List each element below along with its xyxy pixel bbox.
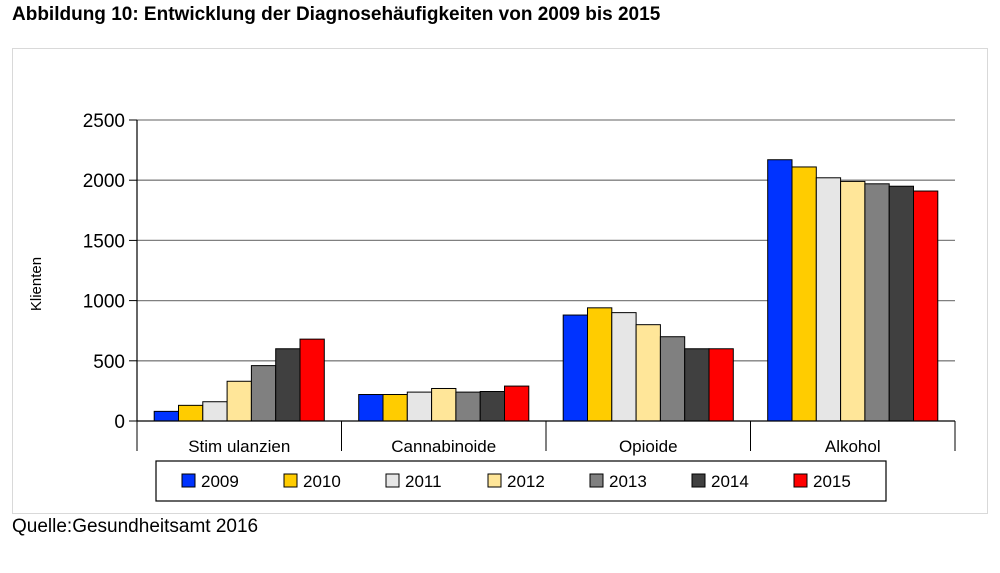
bar-2012-4 — [840, 180, 866, 422]
bar-2009-3 — [562, 314, 589, 422]
category-label: Stim ulanzien — [188, 437, 290, 456]
bar-2012-3 — [635, 324, 661, 422]
bar-2010-1 — [178, 404, 204, 422]
bar-2011-2 — [406, 391, 433, 422]
category-label: Cannabinoide — [391, 437, 496, 456]
bar-2011-3 — [611, 312, 637, 422]
bar-2013-3 — [659, 336, 686, 422]
bar-2014-3 — [684, 348, 710, 422]
bar-2011-4 — [815, 177, 842, 422]
legend-label: 2013 — [609, 472, 647, 491]
bar-2014-2 — [479, 391, 506, 422]
bar-2014-4 — [888, 185, 915, 422]
category-label: Opioide — [619, 437, 678, 456]
chart-frame — [12, 48, 988, 514]
bar-2010-4 — [791, 166, 817, 422]
y-tick-labels: 0 500 1000 1500 2000 2500 — [83, 111, 125, 433]
bar-2012-1 — [226, 380, 252, 422]
bar-2009-1 — [153, 410, 179, 422]
y-axis-label: Klienten — [28, 257, 45, 311]
legend-swatch — [793, 473, 808, 488]
y-tick-label: 2500 — [83, 111, 125, 132]
y-tick-label: 1500 — [83, 231, 125, 252]
legend: 2009 2010 2011 2012 2013 2014 2015 — [155, 460, 887, 502]
legend-label: 2015 — [813, 472, 851, 491]
y-tick-label: 0 — [114, 412, 125, 433]
y-tick-label: 2000 — [83, 171, 125, 192]
legend-swatch — [589, 473, 604, 488]
legend-label: 2010 — [303, 472, 341, 491]
bar-2010-2 — [382, 394, 408, 422]
legend-box — [155, 460, 887, 502]
legend-label: 2012 — [507, 472, 545, 491]
legend-swatch — [283, 473, 298, 488]
bar-2015-1 — [299, 338, 325, 422]
bar-2013-1 — [250, 365, 277, 422]
y-tick-label: 500 — [93, 352, 125, 373]
category-labels: Stim ulanzien Cannabinoide Opioide Alkohol — [188, 437, 880, 456]
bar-2010-3 — [587, 307, 613, 422]
legend-swatch — [181, 473, 196, 488]
y-tick-label: 1000 — [83, 292, 125, 313]
bar-2015-2 — [504, 385, 530, 422]
legend-label: 2011 — [405, 472, 442, 491]
bar-2015-4 — [913, 190, 939, 422]
legend-swatch — [691, 473, 706, 488]
bar-2012-2 — [431, 387, 457, 422]
source-note: Quelle:Gesundheitsamt 2016 — [12, 516, 259, 537]
axes — [129, 119, 956, 451]
legend-label: 2014 — [711, 472, 749, 491]
category-label: Alkohol — [825, 437, 881, 456]
bar-2015-3 — [708, 348, 734, 422]
bar-2014-1 — [275, 348, 301, 422]
figure-title: Abbildung 10: Entwicklung der Diagnosehä… — [12, 4, 661, 25]
bar-2009-4 — [767, 159, 793, 422]
legend-label: 2009 — [201, 472, 239, 491]
legend-swatch — [385, 473, 400, 488]
bar-2013-2 — [455, 391, 481, 422]
bars — [153, 159, 939, 422]
legend-swatch — [487, 473, 502, 488]
bar-2013-4 — [864, 183, 890, 422]
bar-2009-2 — [358, 394, 384, 422]
bar-2011-1 — [202, 401, 228, 422]
